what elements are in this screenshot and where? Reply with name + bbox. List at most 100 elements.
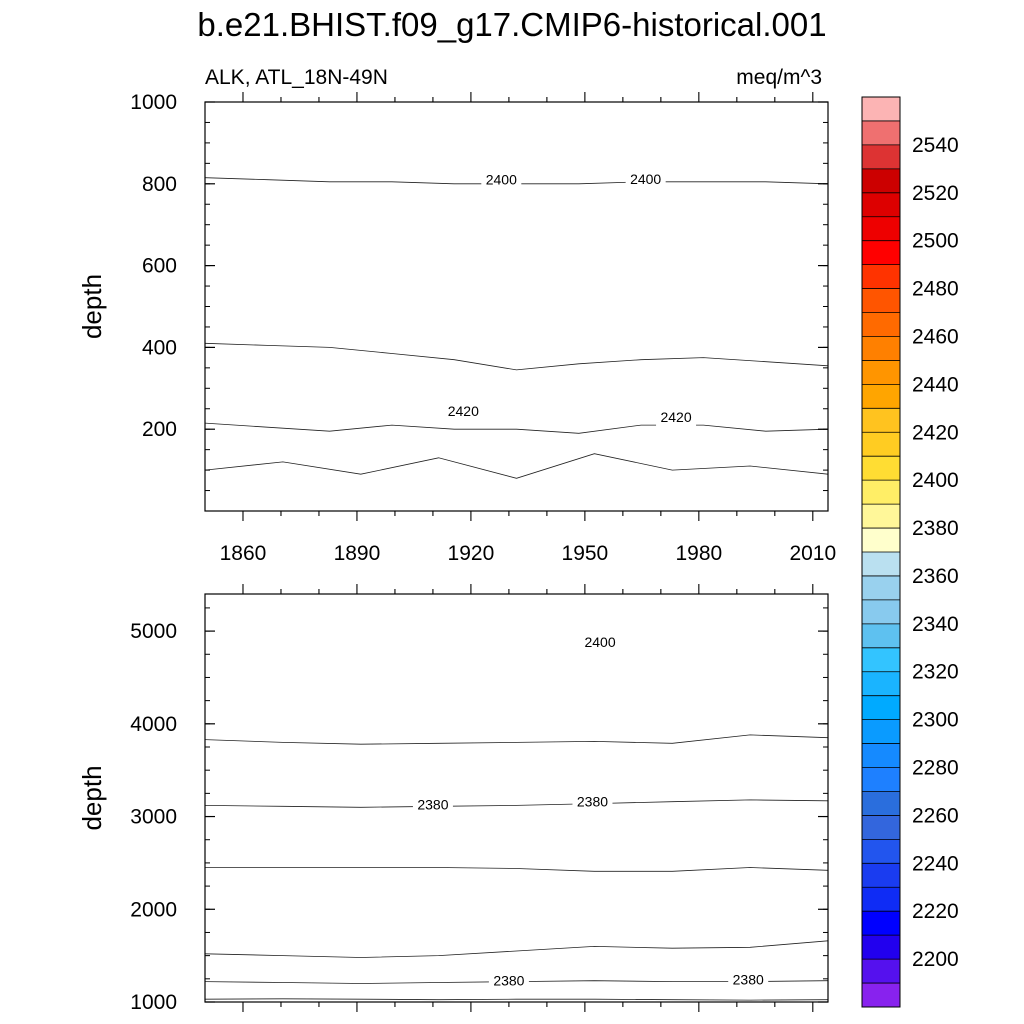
colorbar-swatch xyxy=(862,552,900,577)
colorbar-swatch xyxy=(862,983,900,1008)
x-tick-label: 1920 xyxy=(448,542,495,565)
contour-label-text: 2400 xyxy=(630,171,661,187)
colorbar-swatch xyxy=(862,192,900,218)
colorbar-label: 2340 xyxy=(912,613,959,636)
colorbar-label: 2260 xyxy=(912,804,959,827)
colorbar-label: 2500 xyxy=(912,230,959,253)
x-tick-label: 1860 xyxy=(220,542,267,565)
contour-line-2430-1 xyxy=(205,453,828,479)
contour-line-2380-5 xyxy=(205,799,828,808)
x-tick-label: 1980 xyxy=(675,542,722,565)
colorbar-label: 2400 xyxy=(912,469,959,492)
contour-label-text: 2420 xyxy=(448,403,479,419)
colorbar-swatch xyxy=(862,504,900,529)
y-tick-label: 200 xyxy=(142,418,177,441)
y-tick-label: 1000 xyxy=(130,91,177,114)
colorbar-swatch xyxy=(862,839,900,864)
y-tick-label: 1000 xyxy=(130,991,177,1014)
contour-label-text: 2380 xyxy=(417,796,448,812)
contour-label-text: 2400 xyxy=(584,634,615,650)
colorbar-swatch xyxy=(862,671,900,696)
contour-line-2370-4 xyxy=(205,867,828,872)
y-tick-label: 600 xyxy=(142,255,177,278)
colorbar-swatch xyxy=(862,144,900,170)
contour-label-text: 2400 xyxy=(486,172,517,188)
contour-label-2: 2420 xyxy=(656,407,697,426)
colorbar-swatch xyxy=(862,120,900,146)
x-tick-label: 1950 xyxy=(562,542,609,565)
colorbar-label: 2520 xyxy=(912,182,959,205)
contour-line-2390-1 xyxy=(205,998,828,1001)
plot-frame xyxy=(204,593,829,1003)
colorbar-swatch xyxy=(862,911,900,936)
colorbar-label: 2320 xyxy=(912,661,959,684)
colorbar-frame xyxy=(861,96,901,1008)
x-tick-label: 1890 xyxy=(334,542,381,565)
panel-title-left: ALK, ATL_18N-49N xyxy=(205,66,388,89)
y-tick-label: 3000 xyxy=(130,806,177,829)
lower-panel: 2380 2380 2380 2380 2400 1000 2000 3000 4000 5000… xyxy=(77,584,829,1014)
y-tick-label: 4000 xyxy=(130,713,177,736)
colorbar-swatch xyxy=(862,408,900,433)
colorbar-swatch xyxy=(862,432,900,457)
y-tick-label: 800 xyxy=(142,173,177,196)
contour-label-text: 2380 xyxy=(577,794,608,810)
contour-label-4: 2380 xyxy=(572,792,613,811)
contour-label-1: 2420 xyxy=(443,401,484,420)
contour-label-text: 2380 xyxy=(493,973,524,989)
colorbar-swatch xyxy=(862,575,900,601)
colorbar-swatch xyxy=(862,97,900,122)
upper-panel: 2420 2420 2400 2400 200 400 600 800 1000 1860 1890… xyxy=(77,66,836,565)
colorbar-swatch xyxy=(862,168,900,194)
colorbar-swatch xyxy=(862,528,900,553)
contour-label-text: 2380 xyxy=(733,972,764,988)
contour-label-3: 2400 xyxy=(481,170,522,189)
contour-label-5: 2400 xyxy=(580,633,621,652)
colorbar-label: 2540 xyxy=(912,134,959,157)
colorbar-swatch xyxy=(862,863,900,888)
colorbar-swatch xyxy=(862,360,900,385)
colorbar-label: 2480 xyxy=(912,278,959,301)
y-tick-label: 400 xyxy=(142,336,177,359)
x-tick-label: 2010 xyxy=(789,542,836,565)
colorbar-label: 2280 xyxy=(912,757,959,780)
colorbar-label: 2360 xyxy=(912,565,959,588)
colorbar-swatch xyxy=(862,288,900,313)
colorbar-swatch xyxy=(862,743,900,768)
colorbar-swatch xyxy=(862,791,900,816)
colorbar-label: 2300 xyxy=(912,709,959,732)
colorbar-swatch xyxy=(862,815,900,840)
colorbar-swatch xyxy=(862,719,900,744)
colorbar-swatch xyxy=(862,959,900,984)
y-axis-label: depth xyxy=(77,274,107,339)
colorbar-swatch xyxy=(862,599,900,625)
colorbar-label: 2240 xyxy=(912,852,959,875)
colorbar-label: 2420 xyxy=(912,421,959,444)
colorbar-swatch xyxy=(862,240,900,265)
contour-line-2370-3 xyxy=(205,940,828,958)
contour-line-2410-3 xyxy=(205,342,828,371)
contour-line-2390-6 xyxy=(205,734,828,745)
panel-title-right: meq/m^3 xyxy=(736,66,822,89)
colorbar-swatch xyxy=(862,384,900,409)
colorbar-swatch xyxy=(862,647,900,673)
y-tick-label: 2000 xyxy=(130,898,177,921)
contour-line-2420-2 xyxy=(205,422,828,434)
colorbar-label: 2200 xyxy=(912,948,959,971)
colorbar-swatch xyxy=(862,216,900,241)
colorbar: 2540 2520 2500 2480 2460 2440 2420 2400 2380 2360… xyxy=(861,96,959,1008)
contour-label-2: 2380 xyxy=(728,970,769,989)
colorbar-swatch xyxy=(862,767,900,792)
colorbar-swatch xyxy=(862,623,900,649)
colorbar-swatch xyxy=(862,264,900,289)
contour-label-3: 2380 xyxy=(412,795,453,814)
contour-label-1: 2380 xyxy=(488,971,529,990)
colorbar-swatch xyxy=(862,695,900,720)
contour-label-text: 2420 xyxy=(660,409,691,425)
colorbar-swatch xyxy=(862,480,900,505)
colorbar-swatch xyxy=(862,456,900,481)
colorbar-label: 2380 xyxy=(912,517,959,540)
colorbar-label: 2460 xyxy=(912,325,959,348)
y-axis-label: depth xyxy=(77,765,107,830)
